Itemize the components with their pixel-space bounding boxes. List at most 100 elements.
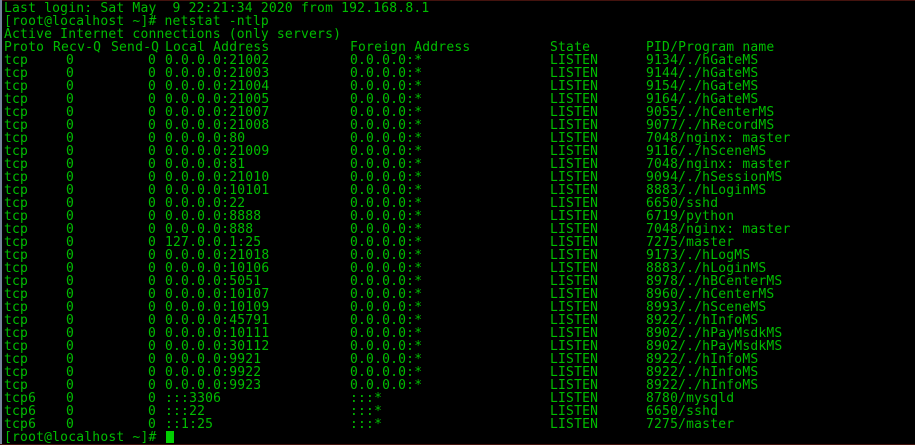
table-row: tcp 0 0 0.0.0.0:10106 0.0.0.0:* LISTEN 8883/./… xyxy=(4,262,915,275)
final-prompt-line: [root@localhost ~]# xyxy=(4,431,915,444)
cell-pid-program: 9144/./hGateMS xyxy=(646,66,759,81)
cell-pid-program: 7048/nginx: master xyxy=(646,131,791,146)
cell-pid-program: 8922/./hInfoMS xyxy=(646,352,759,367)
cell-recv-q: 0 xyxy=(65,391,74,406)
cell-local-address: 0.0.0.0:81 xyxy=(165,157,246,172)
cell-state: LISTEN xyxy=(550,404,599,419)
cell-proto: tcp xyxy=(4,209,29,224)
cell-proto: tcp xyxy=(4,352,29,367)
cell-foreign-address: 0.0.0.0:* xyxy=(350,313,423,328)
header-state: State xyxy=(550,40,591,55)
cell-proto: tcp xyxy=(4,157,29,172)
cell-pid-program: 7048/nginx: master xyxy=(646,157,791,172)
cell-pid-program: 8993/./hSceneMS xyxy=(646,300,767,315)
cell-state: LISTEN xyxy=(550,352,599,367)
cell-state: LISTEN xyxy=(550,79,599,94)
cell-local-address: 0.0.0.0:5051 xyxy=(165,274,262,289)
table-row: tcp 0 0 0.0.0.0:80 0.0.0.0:* LISTEN 7048/nginx… xyxy=(4,132,915,145)
cell-local-address: 0.0.0.0:21010 xyxy=(165,170,270,185)
cell-proto: tcp6 xyxy=(4,404,37,419)
table-row: tcp 0 0 0.0.0.0:10111 0.0.0.0:* LISTEN 8902/./… xyxy=(4,327,915,340)
cell-local-address: 0.0.0.0:888 xyxy=(165,222,254,237)
last-login-line: Last login: Sat May 9 22:21:34 2020 from… xyxy=(4,1,430,16)
cell-pid-program: 9055/./hCenterMS xyxy=(646,105,775,120)
table-row: tcp 0 0 0.0.0.0:21005 0.0.0.0:* LISTEN 9164/./… xyxy=(4,93,915,106)
header-foreign-address: Foreign Address xyxy=(350,40,471,55)
cell-send-q: 0 xyxy=(147,261,156,276)
cell-state: LISTEN xyxy=(550,53,599,68)
cell-send-q: 0 xyxy=(147,66,156,81)
header-local-address: Local Address xyxy=(165,40,270,55)
table-row: tcp 0 0 0.0.0.0:45791 0.0.0.0:* LISTEN 8922/./… xyxy=(4,314,915,327)
cell-recv-q: 0 xyxy=(65,183,74,198)
cell-foreign-address: 0.0.0.0:* xyxy=(350,235,423,250)
cell-send-q: 0 xyxy=(147,339,156,354)
cell-recv-q: 0 xyxy=(65,131,74,146)
command-line: [root@localhost ~]# netstat -ntlp xyxy=(4,14,269,29)
cell-pid-program: 9154/./hGateMS xyxy=(646,79,759,94)
cell-recv-q: 0 xyxy=(65,352,74,367)
cell-recv-q: 0 xyxy=(65,287,74,302)
cell-proto: tcp xyxy=(4,53,29,68)
table-row: tcp 0 0 0.0.0.0:21008 0.0.0.0:* LISTEN 9077/./… xyxy=(4,119,915,132)
cell-send-q: 0 xyxy=(147,287,156,302)
cell-pid-program: 8902/./hPayMsdkMS xyxy=(646,339,783,354)
cell-proto: tcp xyxy=(4,274,29,289)
cell-local-address: ::1:25 xyxy=(165,417,214,432)
cell-recv-q: 0 xyxy=(65,157,74,172)
cell-send-q: 0 xyxy=(147,378,156,393)
table-row: tcp 0 0 0.0.0.0:9923 0.0.0.0:* LISTEN 8922/./h… xyxy=(4,379,915,392)
cell-recv-q: 0 xyxy=(65,404,74,419)
cell-state: LISTEN xyxy=(550,261,599,276)
cell-pid-program: 6650/sshd xyxy=(646,196,719,211)
table-row: tcp6 0 0::1:25:::* LISTEN 7275/master xyxy=(4,418,915,431)
cell-foreign-address: 0.0.0.0:* xyxy=(350,66,423,81)
cell-foreign-address: 0.0.0.0:* xyxy=(350,118,423,133)
cell-send-q: 0 xyxy=(147,404,156,419)
cell-recv-q: 0 xyxy=(65,209,74,224)
cell-foreign-address: 0.0.0.0:* xyxy=(350,300,423,315)
cell-state: LISTEN xyxy=(550,66,599,81)
table-row: tcp 0 0 0.0.0.0:21003 0.0.0.0:* LISTEN 9144/./… xyxy=(4,67,915,80)
cell-foreign-address: 0.0.0.0:* xyxy=(350,326,423,341)
cell-foreign-address: :::* xyxy=(350,404,383,419)
cell-proto: tcp xyxy=(4,261,29,276)
table-row: tcp 0 0 0.0.0.0:21018 0.0.0.0:* LISTEN 9173/./… xyxy=(4,249,915,262)
cell-local-address: 0.0.0.0:9922 xyxy=(165,365,262,380)
cell-local-address: 0.0.0.0:21002 xyxy=(165,53,270,68)
cell-local-address: 0.0.0.0:80 xyxy=(165,131,246,146)
cell-pid-program: 8978/./hBCenterMS xyxy=(646,274,783,289)
table-row: tcp 0 0 0.0.0.0:21004 0.0.0.0:* LISTEN 9154/./… xyxy=(4,80,915,93)
cell-proto: tcp6 xyxy=(4,417,37,432)
cell-send-q: 0 xyxy=(147,79,156,94)
cell-proto: tcp xyxy=(4,105,29,120)
table-row: tcp 0 0 0.0.0.0:10109 0.0.0.0:* LISTEN 8993/./… xyxy=(4,301,915,314)
cell-local-address: 0.0.0.0:21018 xyxy=(165,248,270,263)
cell-foreign-address: 0.0.0.0:* xyxy=(350,79,423,94)
cell-local-address: 0.0.0.0:10101 xyxy=(165,183,270,198)
cell-recv-q: 0 xyxy=(65,300,74,315)
table-row: tcp 0 0 0.0.0.0:888 0.0.0.0:* LISTEN 7048/ngin… xyxy=(4,223,915,236)
cell-send-q: 0 xyxy=(147,352,156,367)
cell-recv-q: 0 xyxy=(65,79,74,94)
cell-foreign-address: 0.0.0.0:* xyxy=(350,105,423,120)
cell-send-q: 0 xyxy=(147,248,156,263)
cell-state: LISTEN xyxy=(550,365,599,380)
window-left-edge xyxy=(0,0,2,445)
cell-recv-q: 0 xyxy=(65,118,74,133)
cell-proto: tcp xyxy=(4,131,29,146)
cell-state: LISTEN xyxy=(550,105,599,120)
cell-local-address: 0.0.0.0:9923 xyxy=(165,378,262,393)
cell-foreign-address: 0.0.0.0:* xyxy=(350,287,423,302)
cell-foreign-address: :::* xyxy=(350,391,383,406)
cell-pid-program: 9094/./hSessionMS xyxy=(646,170,783,185)
cell-recv-q: 0 xyxy=(65,339,74,354)
cell-state: LISTEN xyxy=(550,313,599,328)
cell-proto: tcp xyxy=(4,144,29,159)
cell-state: LISTEN xyxy=(550,118,599,133)
cell-send-q: 0 xyxy=(147,326,156,341)
terminal-cursor xyxy=(165,431,174,443)
cell-recv-q: 0 xyxy=(65,170,74,185)
cell-proto: tcp xyxy=(4,339,29,354)
